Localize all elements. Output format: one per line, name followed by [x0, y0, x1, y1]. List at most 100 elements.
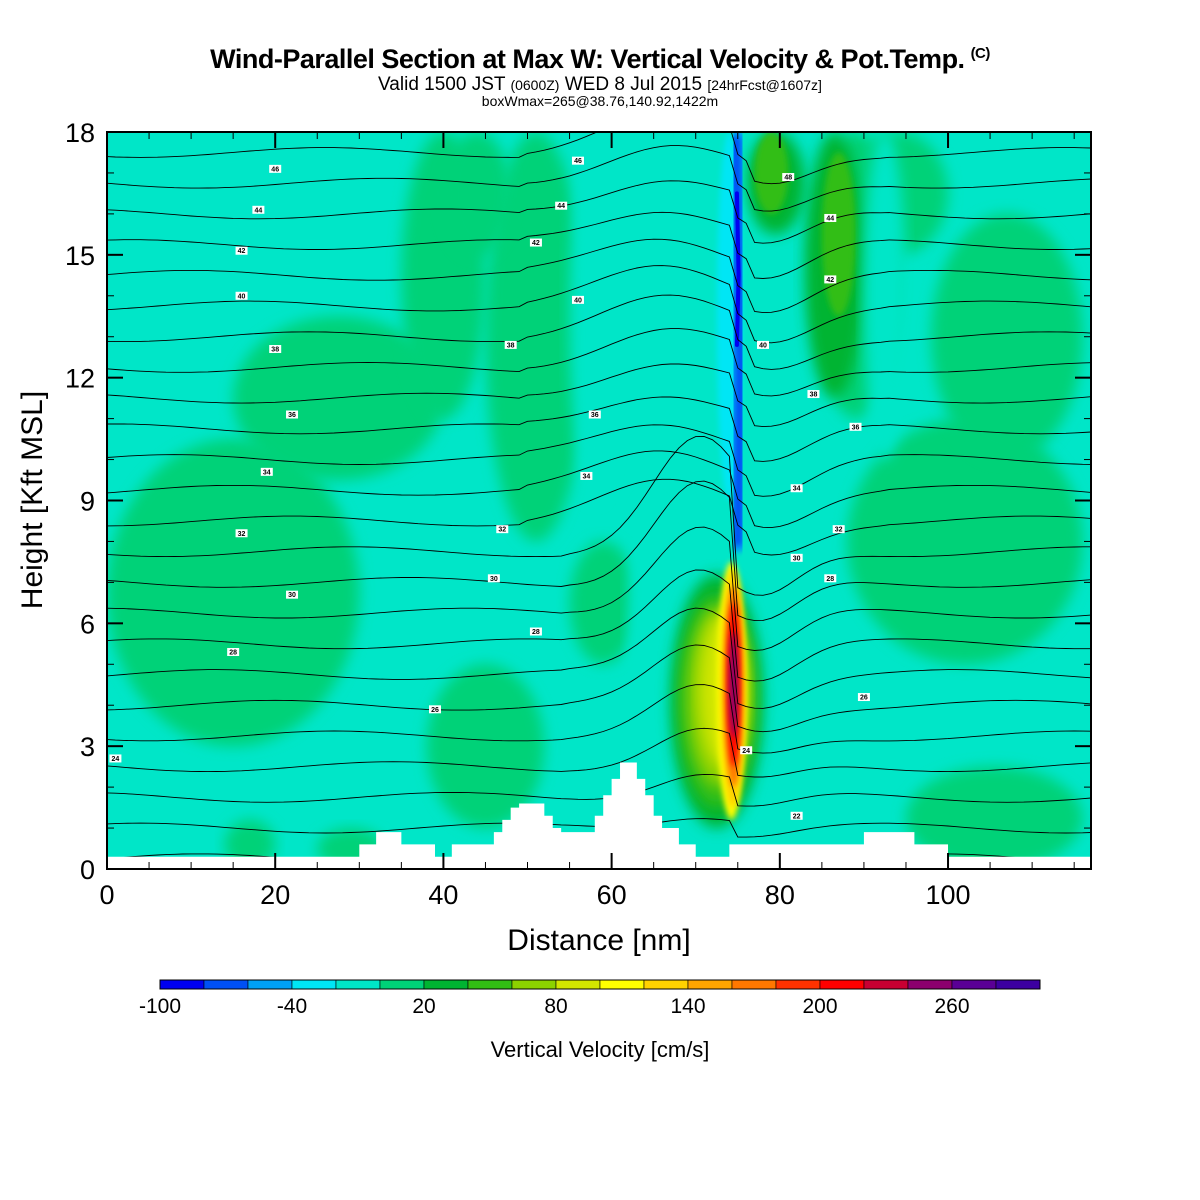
theta-label: 48 [782, 173, 795, 182]
theta-label-text: 42 [826, 277, 834, 284]
colorbar-swatch [731, 979, 777, 990]
theta-label: 38 [807, 390, 820, 399]
theta-line [107, 238, 1091, 314]
theta-label-text: 36 [591, 412, 599, 419]
theta-label-box [580, 471, 593, 480]
theta-label: 38 [504, 340, 517, 349]
theta-line [107, 607, 1091, 709]
velocity-region [628, 500, 671, 747]
theta-line [107, 684, 1091, 754]
velocity-region [863, 132, 906, 460]
valid-date: WED 8 Jul 2015 [564, 74, 703, 95]
theta-label: 22 [790, 811, 803, 820]
theta-label-text: 34 [793, 486, 801, 493]
theta-line [107, 265, 1091, 344]
theta-label-text: 36 [852, 424, 860, 431]
colorbar-swatch [423, 979, 469, 990]
theta-label-box [824, 213, 837, 222]
theta-label: 36 [849, 422, 862, 431]
x-tick-label: 20 [260, 880, 290, 910]
theta-label-text: 28 [532, 629, 540, 636]
theta-label-box [849, 422, 862, 431]
theta-line [107, 363, 1091, 428]
theta-line [107, 132, 1091, 185]
downdraft-max [734, 191, 741, 347]
theta-label-text: 40 [238, 293, 246, 300]
colorbar-swatch [951, 979, 997, 990]
theta-label-text: 30 [288, 592, 296, 599]
plot-area: 24 26 28 28 30 30 32 32 34 34 36 36 38 38 40 40 42 42 44 44… [107, 132, 1091, 869]
theta-label-box [790, 811, 803, 820]
theta-label-text: 24 [112, 756, 120, 763]
theta-label-text: 40 [759, 342, 767, 349]
valid-utc: (0600Z) [510, 77, 560, 93]
theta-line [107, 773, 1091, 807]
y-tick-label: 12 [65, 364, 95, 394]
theta-label-box [496, 525, 509, 534]
theta-label-text: 26 [860, 695, 868, 702]
theta-label-box [790, 484, 803, 493]
theta-label: 40 [757, 340, 769, 349]
colorbar-swatch [863, 979, 909, 990]
theta-label: 26 [857, 693, 870, 702]
theta-label-text: 24 [742, 748, 750, 755]
colorbar-swatch [555, 979, 601, 990]
theta-label-box [429, 705, 441, 714]
x-tick-label: 100 [925, 880, 970, 910]
theta-label: 30 [790, 553, 803, 562]
theta-label: 24 [740, 746, 753, 755]
theta-label-box [235, 246, 248, 255]
theta-label: 40 [571, 295, 584, 304]
colorbar-swatch [335, 979, 381, 990]
theta-label: 38 [269, 345, 282, 354]
colorbar-swatch [907, 979, 953, 990]
colorbar-label: -100 [139, 995, 181, 1018]
chart-title: Wind-Parallel Section at Max W: Vertical… [210, 44, 990, 74]
theta-label-text: 28 [826, 576, 834, 583]
theta-line [107, 727, 1091, 778]
theta-label-text: 34 [263, 469, 271, 476]
velocity-region [426, 664, 545, 829]
velocity-region [485, 132, 587, 542]
colorbar-swatch [995, 979, 1041, 990]
theta-label-text: 42 [238, 248, 246, 255]
chart-subtitle: Valid 1500 JST (0600Z) WED 8 Jul 2015 [2… [0, 74, 1200, 96]
theta-label: 34 [580, 471, 593, 480]
theta-label: 26 [429, 705, 441, 714]
colorbar-swatch [819, 979, 865, 990]
velocity-region [905, 766, 1083, 869]
colorbar-label: 20 [412, 995, 435, 1018]
valid-prefix: Valid 1500 JST [378, 74, 506, 95]
x-tick-label: 80 [765, 880, 795, 910]
theta-label: 36 [286, 410, 299, 419]
theta-label-box [824, 574, 837, 583]
theta-label-box [824, 275, 837, 284]
colorbar-swatch [379, 979, 425, 990]
colorbar: -100 -40 20 80 140 200 260 [139, 979, 1041, 1018]
theta-label-box [571, 156, 584, 165]
theta-line [107, 526, 1091, 651]
x-tick-label: 40 [428, 880, 458, 910]
theta-label-box [269, 345, 282, 354]
theta-label-box [109, 754, 122, 763]
theta-label-text: 40 [574, 297, 582, 304]
theta-line [107, 450, 1091, 529]
theta-label-box [269, 164, 282, 173]
theta-label-box [571, 295, 584, 304]
terrain-profile [107, 762, 1091, 869]
theta-line [107, 396, 1091, 462]
theta-line [107, 211, 1091, 279]
colorbar-label: 80 [544, 995, 567, 1018]
colorbar-swatch [159, 979, 205, 990]
velocity-region [443, 132, 511, 255]
colorbar-label: 200 [802, 995, 837, 1018]
theta-label-box [260, 467, 273, 476]
theta-label-text: 22 [793, 813, 801, 820]
theta-label-text: 44 [826, 215, 834, 222]
theta-label: 42 [824, 275, 837, 284]
colorbar-swatch [467, 979, 513, 990]
theta-label-text: 44 [557, 203, 565, 210]
y-tick-label: 15 [65, 241, 95, 271]
